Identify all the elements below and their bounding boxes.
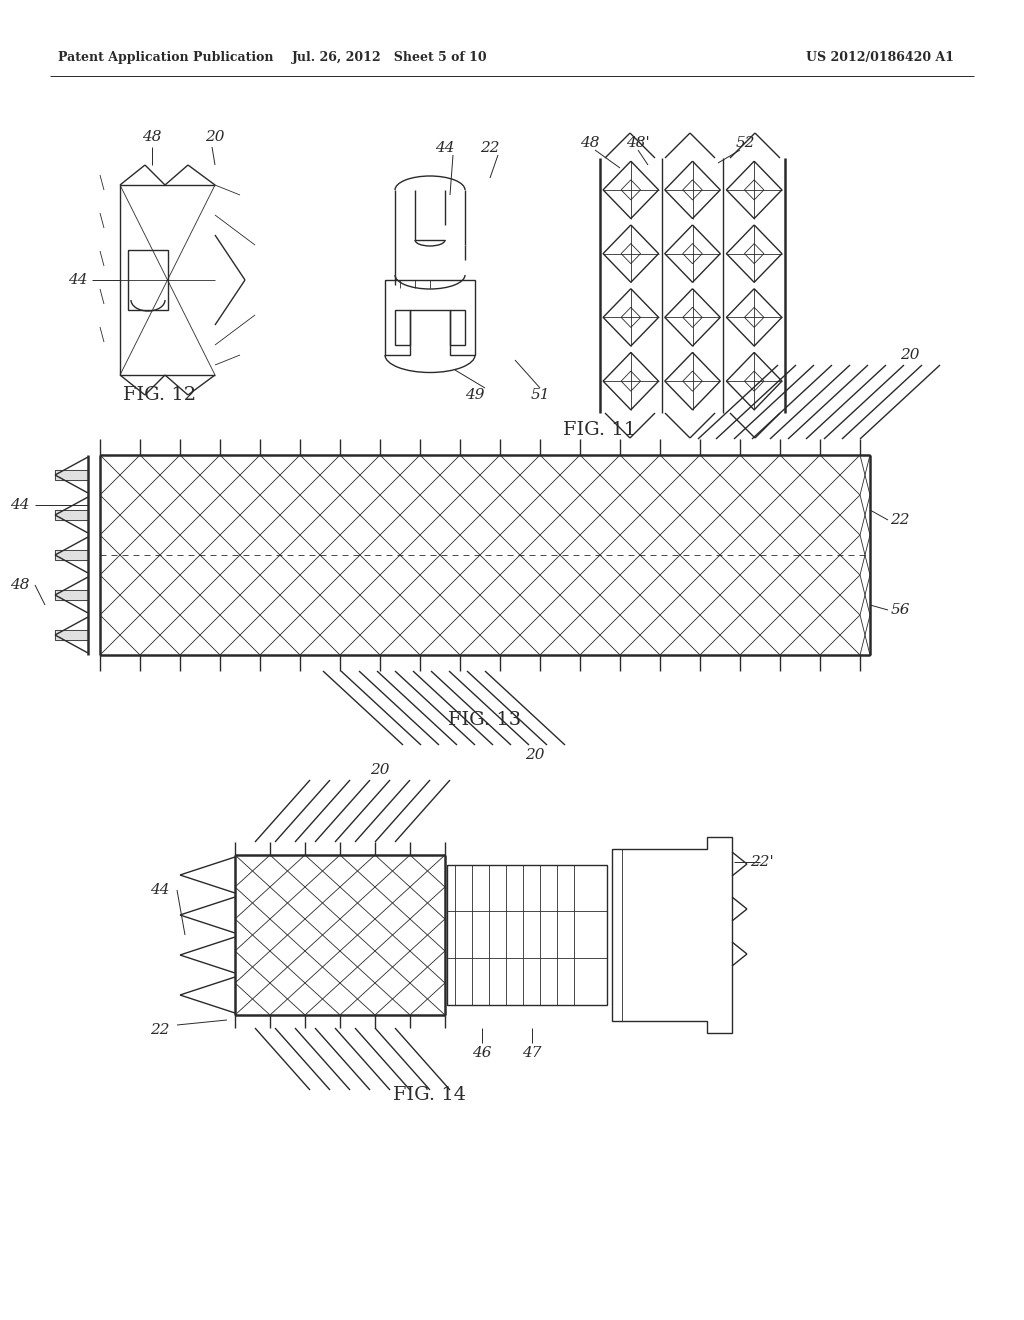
Text: 48: 48 — [10, 578, 30, 591]
Text: 20: 20 — [525, 748, 545, 762]
Polygon shape — [55, 630, 88, 640]
Text: 22: 22 — [151, 1023, 170, 1038]
Polygon shape — [55, 470, 88, 480]
Text: 48': 48' — [626, 136, 650, 150]
Text: 20: 20 — [205, 129, 224, 144]
Polygon shape — [55, 590, 88, 601]
Text: 22: 22 — [480, 141, 500, 154]
Text: 48: 48 — [581, 136, 600, 150]
Text: 20: 20 — [900, 348, 920, 362]
Text: 22: 22 — [890, 513, 909, 527]
Text: Jul. 26, 2012   Sheet 5 of 10: Jul. 26, 2012 Sheet 5 of 10 — [292, 51, 487, 65]
Text: 52: 52 — [735, 136, 755, 150]
Text: 44: 44 — [435, 141, 455, 154]
Text: FIG. 12: FIG. 12 — [124, 385, 197, 404]
Text: 49: 49 — [465, 388, 484, 403]
Text: 46: 46 — [472, 1045, 492, 1060]
Polygon shape — [447, 865, 607, 1005]
Text: 22': 22' — [751, 855, 774, 869]
Text: FIG. 11: FIG. 11 — [563, 421, 637, 440]
Text: 44: 44 — [10, 498, 30, 512]
Polygon shape — [55, 550, 88, 560]
Text: 20: 20 — [371, 763, 390, 777]
Text: 56: 56 — [890, 603, 909, 616]
Polygon shape — [612, 837, 732, 1034]
Text: 47: 47 — [522, 1045, 542, 1060]
Text: FIG. 14: FIG. 14 — [393, 1086, 467, 1104]
Text: 44: 44 — [151, 883, 170, 898]
Polygon shape — [385, 280, 475, 355]
Text: FIG. 13: FIG. 13 — [449, 711, 521, 729]
Polygon shape — [55, 510, 88, 520]
Text: Patent Application Publication: Patent Application Publication — [58, 51, 273, 65]
Polygon shape — [128, 249, 168, 310]
Text: 51: 51 — [530, 388, 550, 403]
Text: 44: 44 — [69, 273, 88, 286]
Text: US 2012/0186420 A1: US 2012/0186420 A1 — [806, 51, 954, 65]
Text: 48: 48 — [142, 129, 162, 144]
